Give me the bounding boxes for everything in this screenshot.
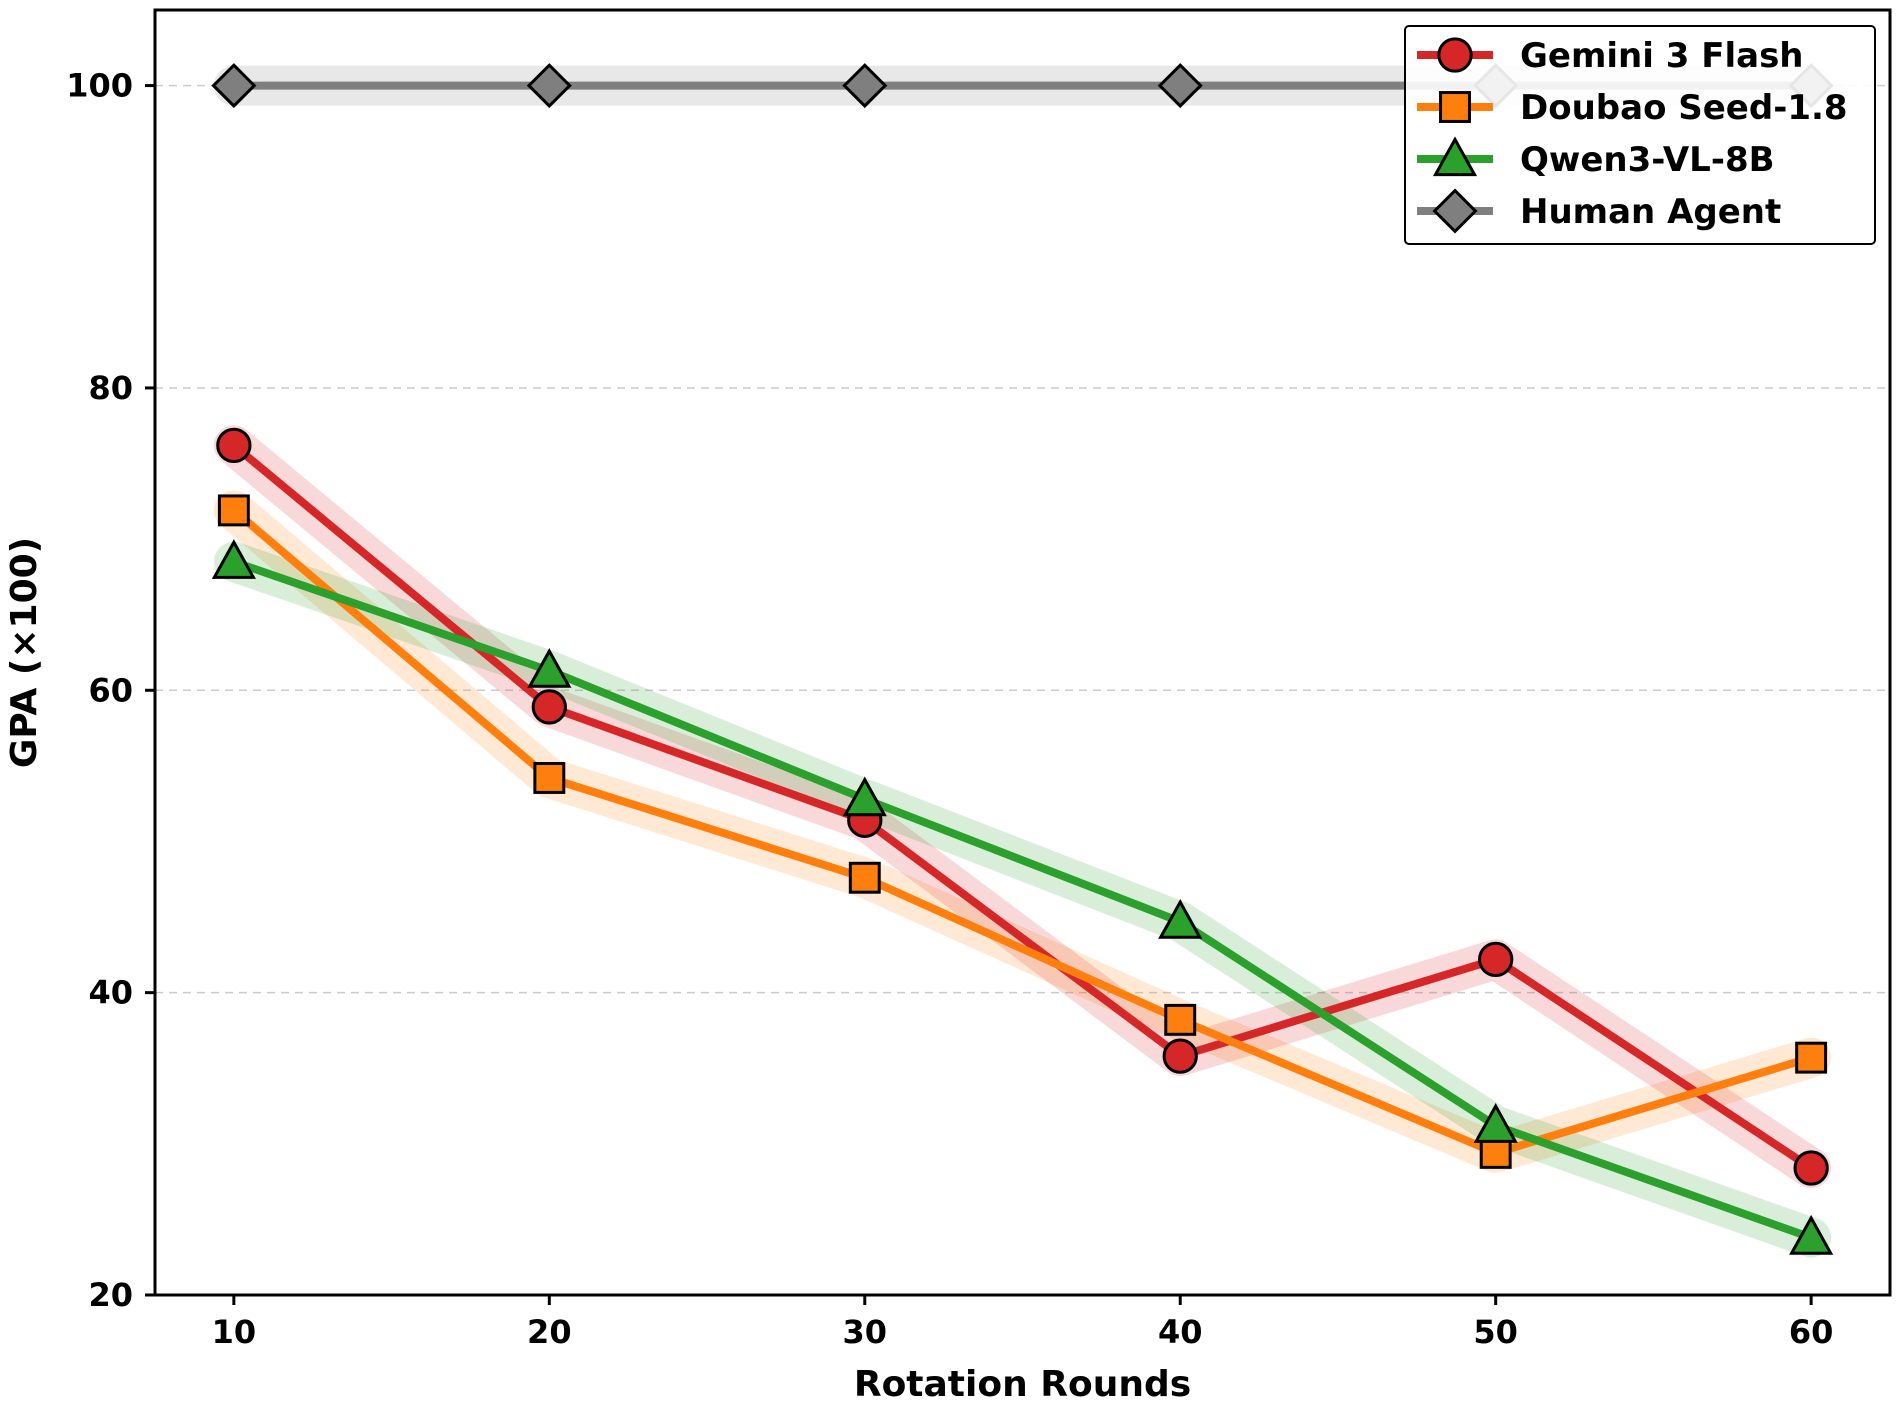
legend: Gemini 3 Flash Doubao Seed-1.8 Qwen3-VL-8B…	[1404, 25, 1876, 245]
confidence-bands	[213, 65, 1832, 1258]
doubao-seed-1-8-point	[533, 762, 566, 794]
x-axis-title: Rotation Rounds	[854, 1364, 1191, 1402]
x-tick-label: 10	[212, 1313, 257, 1351]
x-tick-label: 50	[1473, 1313, 1518, 1351]
gemini-3-flash-point	[1162, 1038, 1198, 1074]
gemini-3-flash-point	[1793, 1150, 1829, 1186]
human-agent-point	[211, 63, 257, 109]
legend-label-human-agent: Human Agent	[1520, 192, 1781, 232]
qwen3-vl-8b-band	[213, 541, 1832, 1258]
doubao-seed-1-8-point	[217, 494, 250, 527]
legend-marker-qwen3-vl-8b	[1432, 136, 1478, 177]
legend-label-gemini-3-flash: Gemini 3 Flash	[1520, 36, 1804, 76]
y-tick-label: 80	[88, 369, 133, 407]
x-tick-label: 40	[1158, 1313, 1203, 1351]
plot-frame	[153, 8, 1892, 1297]
y-tick-label: 20	[88, 1276, 133, 1314]
qwen3-vl-8b-line	[229, 557, 1816, 1242]
y-tick-label: 60	[88, 671, 133, 709]
human-agent-point	[526, 63, 572, 109]
doubao-seed-1-8-point	[848, 861, 881, 894]
qwen3-vl-8b-point	[842, 776, 887, 817]
doubao-seed-1-8-point	[1795, 1041, 1828, 1074]
qwen3-vl-8b-point	[211, 539, 256, 579]
legend-label-qwen3-vl-8b: Qwen3-VL-8B	[1520, 140, 1775, 180]
human-agent-point	[842, 63, 888, 109]
legend-marker-gemini-3-flash	[1437, 37, 1473, 73]
doubao-seed-1-8-band	[213, 490, 1832, 1173]
legend-marker-human-agent	[1432, 188, 1478, 234]
qwen3-vl-8b-point	[527, 648, 572, 688]
axis-ticks: 20 40 60 80 100 10 20 30 40 50 60	[66, 67, 1833, 1351]
x-tick-label: 30	[843, 1313, 888, 1351]
legend-marker-doubao-seed-1-8	[1439, 91, 1471, 123]
qwen3-vl-8b-point	[1158, 898, 1203, 939]
doubao-seed-1-8-line	[229, 506, 1816, 1157]
doubao-seed-1-8-point	[1164, 1003, 1197, 1036]
gemini-3-flash-band	[213, 425, 1832, 1188]
gemini-3-flash-point	[1478, 941, 1514, 978]
y-tick-label: 40	[88, 974, 133, 1012]
gemini-3-flash-point	[216, 427, 252, 464]
legend-label-doubao-seed-1-8: Doubao Seed-1.8	[1520, 88, 1848, 128]
y-axis-title: GPA (×100)	[4, 537, 45, 768]
qwen3-vl-8b-point	[1789, 1214, 1834, 1255]
gemini-3-flash-line	[229, 441, 1816, 1172]
gemini-3-flash-point	[531, 689, 567, 725]
qwen3-vl-8b-point	[1473, 1103, 1518, 1143]
human-agent-point	[1157, 63, 1203, 109]
x-tick-label: 20	[527, 1313, 572, 1351]
x-tick-label: 60	[1789, 1313, 1834, 1351]
y-tick-label: 100	[66, 67, 133, 105]
legend-box	[1404, 25, 1876, 245]
